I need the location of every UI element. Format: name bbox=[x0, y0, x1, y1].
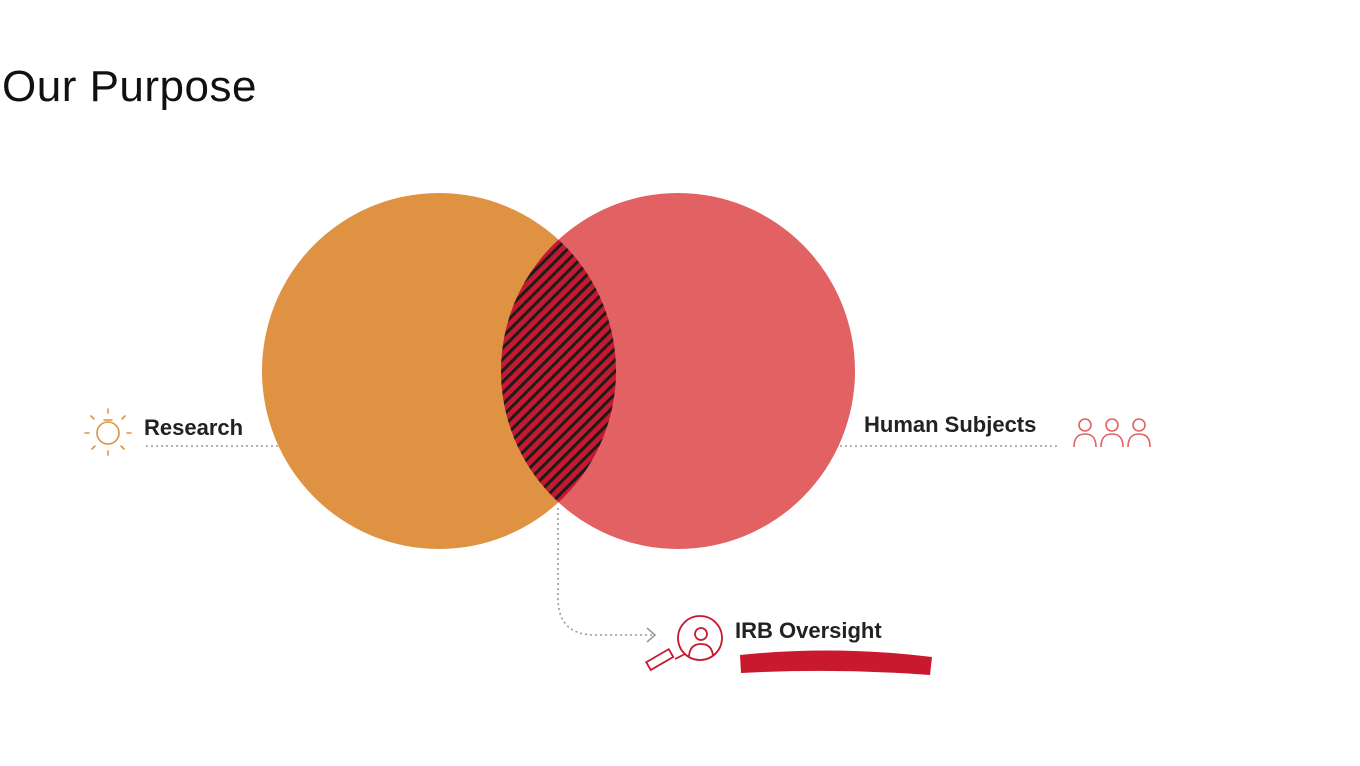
irb-underline bbox=[740, 650, 932, 675]
irb-oversight-label: IRB Oversight bbox=[735, 618, 882, 643]
lightbulb-icon bbox=[84, 408, 132, 456]
people-icon bbox=[1073, 418, 1151, 448]
page-title: Our Purpose bbox=[2, 62, 257, 111]
human-subjects-label: Human Subjects bbox=[864, 412, 1037, 437]
magnifier-person-icon bbox=[645, 615, 723, 672]
irb-connector-line bbox=[557, 508, 652, 636]
arrow-head-icon bbox=[646, 627, 657, 643]
overlap-region bbox=[501, 193, 616, 549]
research-label: Research bbox=[144, 415, 244, 440]
